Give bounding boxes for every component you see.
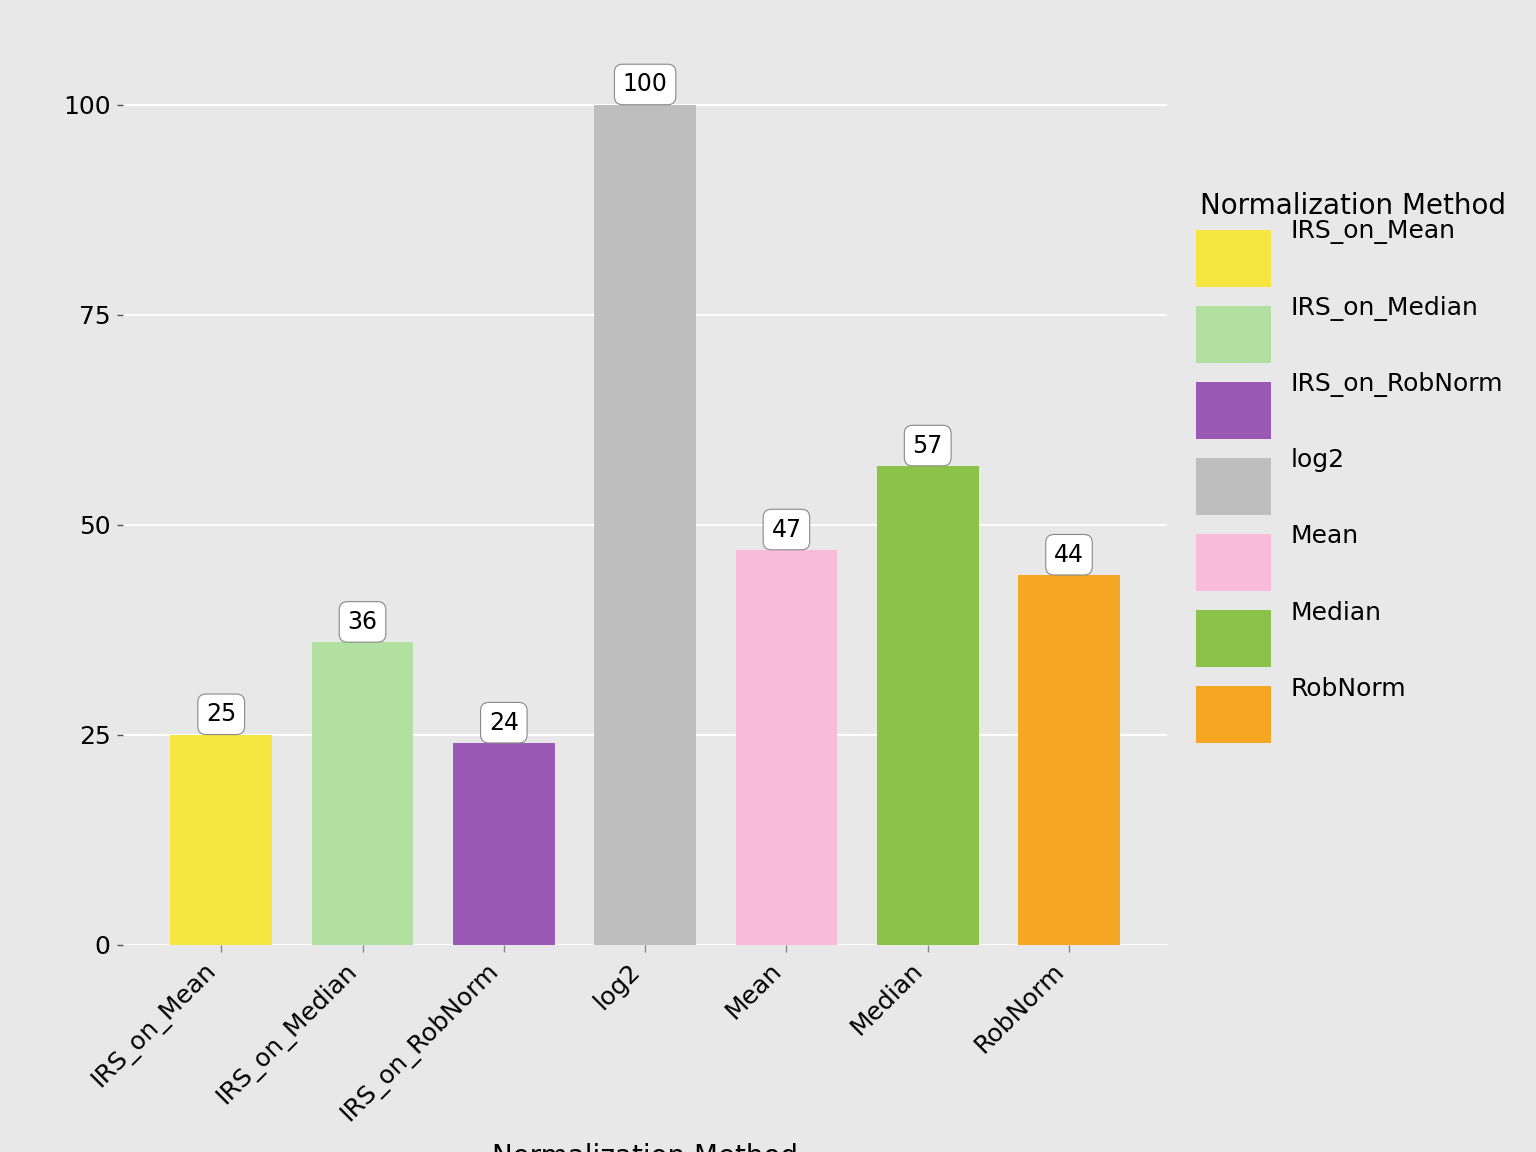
Bar — [1197, 687, 1270, 743]
Bar — [877, 465, 978, 945]
Text: 47: 47 — [771, 517, 802, 541]
Bar — [1197, 535, 1270, 591]
Text: Mean: Mean — [1290, 524, 1359, 548]
Text: 36: 36 — [347, 609, 378, 634]
Text: log2: log2 — [1290, 448, 1346, 472]
Bar — [170, 735, 272, 945]
Bar — [453, 743, 554, 945]
Bar — [736, 550, 837, 945]
Text: Median: Median — [1290, 600, 1382, 624]
Bar — [594, 105, 696, 945]
Text: IRS_on_Median: IRS_on_Median — [1290, 296, 1479, 321]
Bar — [1197, 305, 1270, 363]
Text: 44: 44 — [1054, 543, 1084, 567]
Bar — [1197, 230, 1270, 287]
Bar — [1018, 575, 1120, 945]
Bar — [1197, 457, 1270, 515]
Text: 100: 100 — [622, 73, 668, 97]
Bar — [1197, 611, 1270, 667]
Text: 25: 25 — [206, 703, 237, 726]
Text: 24: 24 — [488, 711, 519, 735]
Text: Normalization Method: Normalization Method — [1200, 192, 1505, 220]
Text: IRS_on_RobNorm: IRS_on_RobNorm — [1290, 372, 1504, 397]
X-axis label: Normalization Method: Normalization Method — [492, 1143, 799, 1152]
Text: 57: 57 — [912, 433, 943, 457]
Bar — [312, 643, 413, 945]
Text: IRS_on_Mean: IRS_on_Mean — [1290, 220, 1456, 244]
Text: RobNorm: RobNorm — [1290, 676, 1407, 700]
Bar — [1197, 382, 1270, 439]
